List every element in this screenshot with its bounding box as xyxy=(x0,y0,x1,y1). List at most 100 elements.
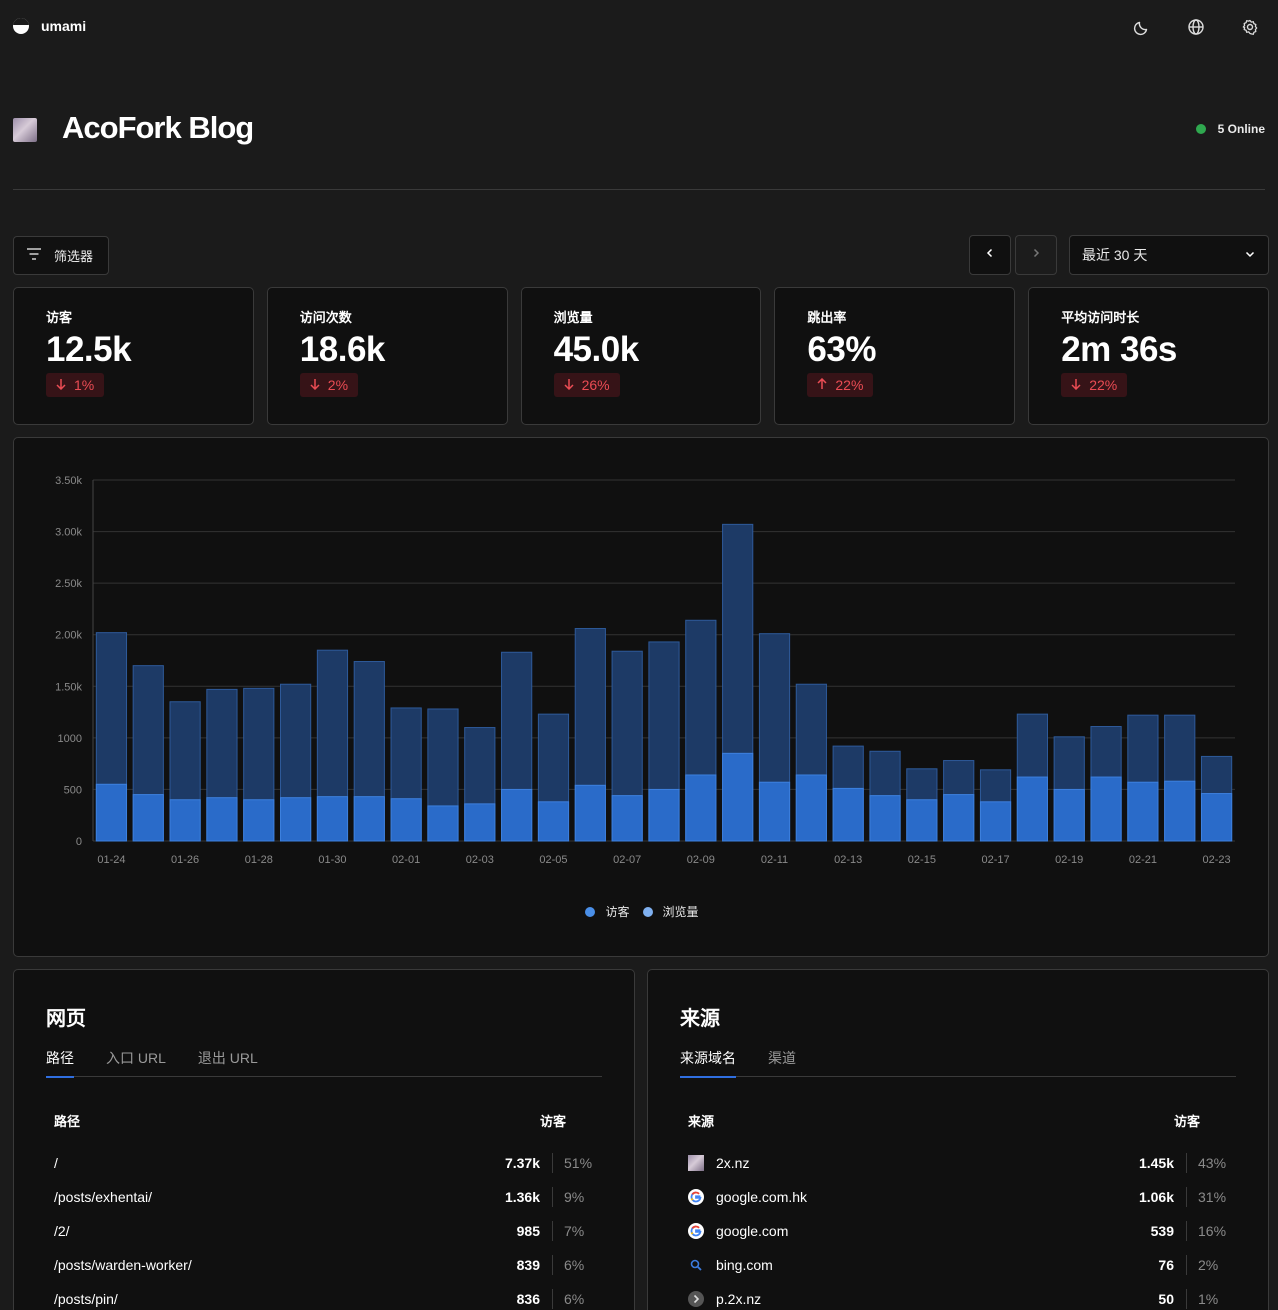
bar-visitors xyxy=(280,797,312,842)
x-tick-label: 02-17 xyxy=(981,854,1009,866)
bar-visitors xyxy=(537,801,570,842)
table-row[interactable]: /posts/warden-worker/ 839 6% xyxy=(54,1248,592,1282)
tab-exit-url[interactable]: 退出 URL xyxy=(197,1050,258,1066)
referrer-name: google.com xyxy=(716,1223,789,1239)
panel-title: 来源 xyxy=(680,1008,720,1030)
row-label: /posts/pin/ xyxy=(54,1291,118,1307)
table-row[interactable]: 2x.nz 1.45k 43% xyxy=(688,1146,1226,1180)
chevron-right-icon xyxy=(1030,246,1042,264)
pages-list: / 7.37k 51% /posts/exhentai/ 1.36k 9% /2… xyxy=(54,1146,592,1310)
google-icon xyxy=(688,1189,704,1205)
next-range-button[interactable] xyxy=(1015,235,1057,275)
table-row[interactable]: google.com.hk 1.06k 31% xyxy=(688,1180,1226,1214)
metric-card-visitors[interactable]: 访客 12.5k 1% xyxy=(13,287,254,425)
x-tick-label: 01-28 xyxy=(245,854,273,866)
metric-card-visits[interactable]: 访问次数 18.6k 2% xyxy=(266,287,508,425)
metric-card-bounce-rate[interactable]: 跳出率 63% 22% xyxy=(774,287,1016,425)
table-row[interactable]: /posts/pin/ 836 6% xyxy=(54,1282,592,1310)
table-row[interactable]: p.2x.nz 50 1% xyxy=(688,1282,1226,1310)
metric-value: 63% xyxy=(807,330,876,369)
row-percent: 7% xyxy=(552,1221,592,1241)
metric-label: 浏览量 xyxy=(553,310,593,325)
previous-range-button[interactable] xyxy=(969,235,1011,275)
page-title: AcoFork Blog xyxy=(62,110,254,145)
gear-icon[interactable] xyxy=(1240,17,1260,37)
bar-visitors xyxy=(501,788,533,842)
x-tick-label: 02-13 xyxy=(834,854,862,866)
bing-icon xyxy=(688,1257,704,1273)
top-actions xyxy=(1132,17,1260,37)
chart-legend: 访客 浏览量 xyxy=(14,903,1270,920)
bar-visitors xyxy=(464,803,496,842)
moon-icon[interactable] xyxy=(1132,17,1152,37)
metric-change-badge: 2% xyxy=(299,373,359,397)
site-favicon-icon xyxy=(13,118,37,142)
tab-channels[interactable]: 渠道 xyxy=(768,1050,796,1066)
bar-visitors xyxy=(611,795,643,842)
bar-visitors xyxy=(390,798,422,842)
table-row[interactable]: /2/ 985 7% xyxy=(54,1214,592,1248)
y-tick-label: 2.00k xyxy=(55,630,82,642)
row-percent: 1% xyxy=(1186,1289,1226,1309)
metric-value: 18.6k xyxy=(299,330,386,369)
bar-visitors xyxy=(1200,793,1233,842)
bar-visitors xyxy=(685,774,717,842)
table-row[interactable]: /posts/exhentai/ 1.36k 9% xyxy=(54,1180,592,1214)
column-header-visitors: 访客 xyxy=(1173,1114,1200,1129)
row-value: 985 xyxy=(516,1223,540,1239)
tab-entry-url[interactable]: 入口 URL xyxy=(106,1050,166,1066)
table-row[interactable]: / 7.37k 51% xyxy=(54,1146,592,1180)
row-percent: 43% xyxy=(1186,1153,1226,1173)
tab-path[interactable]: 路径 xyxy=(46,1048,74,1078)
arrow-down-icon xyxy=(1070,377,1082,393)
pages-tabs: 路径 入口 URL 退出 URL xyxy=(46,1048,602,1078)
bar-visitors xyxy=(722,752,754,842)
bar-visitors xyxy=(1127,781,1159,842)
bar-visitors xyxy=(795,774,827,842)
google-icon xyxy=(688,1223,704,1239)
row-percent: 2% xyxy=(1186,1255,1226,1275)
referrer-name: google.com.hk xyxy=(716,1189,808,1205)
arrow-down-icon xyxy=(563,377,575,393)
site-favicon-icon xyxy=(688,1155,704,1171)
y-tick-label: 2.50k xyxy=(55,578,82,590)
row-label: google.com xyxy=(688,1223,1106,1239)
legend-item-visitors[interactable]: 访客 xyxy=(585,903,630,920)
online-indicator: 5 Online xyxy=(1195,122,1265,136)
row-percent: 9% xyxy=(552,1187,592,1207)
bar-visitors xyxy=(427,805,459,842)
globe-icon[interactable] xyxy=(1186,17,1206,37)
legend-item-pageviews[interactable]: 浏览量 xyxy=(642,903,699,920)
y-tick-label: 3.00k xyxy=(55,527,82,539)
table-row[interactable]: bing.com 76 2% xyxy=(688,1248,1226,1282)
date-range-select[interactable]: 最近 30 天 xyxy=(1069,235,1269,275)
filter-button[interactable]: 筛选器 xyxy=(13,236,109,275)
metric-change-badge: 1% xyxy=(46,373,105,397)
app-logo[interactable]: umami xyxy=(13,18,86,34)
bar-visitors xyxy=(132,794,164,842)
metrics-bar: 访客 12.5k 1% 访问次数 18.6k 2% 浏览量 45.0k 26% … xyxy=(13,287,1269,425)
referrer-name: p.2x.nz xyxy=(716,1291,762,1307)
panel-title: 网页 xyxy=(46,1008,86,1030)
row-value: 839 xyxy=(516,1257,540,1273)
metric-change-value: 26% xyxy=(581,377,610,393)
x-tick-label: 02-03 xyxy=(466,854,494,866)
table-row[interactable]: google.com 539 16% xyxy=(688,1214,1226,1248)
metric-card-visit-duration[interactable]: 平均访问时长 2m 36s 22% xyxy=(1028,287,1269,425)
metric-change-value: 2% xyxy=(327,377,349,393)
online-count: 5 Online xyxy=(1217,122,1265,136)
referrer-name: bing.com xyxy=(716,1257,773,1273)
x-tick-label: 02-19 xyxy=(1055,854,1083,866)
metric-value: 2m 36s xyxy=(1061,330,1177,369)
bar-visitors xyxy=(206,797,238,842)
referrers-list: 2x.nz 1.45k 43% google.com.hk 1.06k 31% … xyxy=(688,1146,1226,1310)
row-percent: 31% xyxy=(1186,1187,1226,1207)
row-label: 2x.nz xyxy=(688,1155,1106,1171)
legend-label: 浏览量 xyxy=(662,905,699,919)
row-label: / xyxy=(54,1155,58,1171)
app-name: umami xyxy=(41,18,87,34)
tab-referrer-domain[interactable]: 来源域名 xyxy=(680,1048,736,1078)
x-tick-label: 02-21 xyxy=(1129,854,1157,866)
metric-card-pageviews[interactable]: 浏览量 45.0k 26% xyxy=(520,287,762,425)
traffic-bar-chart[interactable]: 0 500 1000 1.50k 2.00k 2.50k 3.00k 3.50k 01-24 01… xyxy=(14,438,1270,888)
